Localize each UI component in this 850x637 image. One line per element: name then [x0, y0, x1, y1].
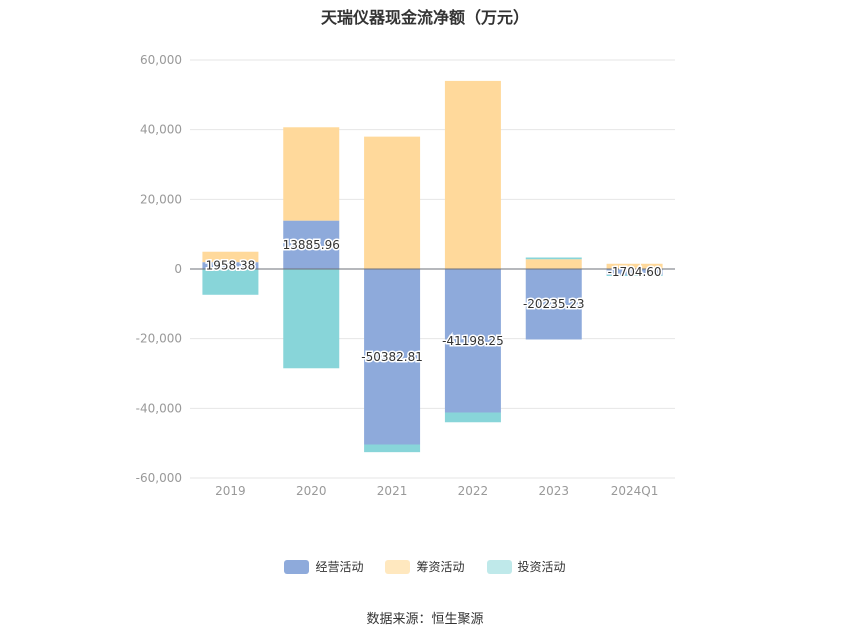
- bar-0-2019: [202, 262, 259, 269]
- bar-0-2024Q1: [606, 269, 663, 275]
- legend-label-operating: 经营活动: [315, 560, 364, 574]
- bar-1-2019: [202, 251, 259, 263]
- x-tick-label: 2024Q1: [611, 484, 659, 498]
- legend: 经营活动 筹资活动 投资活动: [0, 558, 850, 575]
- bar-1-2021: [364, 136, 421, 269]
- data-label: -1704.60: [608, 265, 662, 279]
- legend-swatch-financing: [385, 559, 411, 574]
- y-tick-label: 20,000: [140, 192, 182, 206]
- x-tick-label: 2022: [458, 484, 489, 498]
- bar-2-2024Q1: [606, 274, 663, 276]
- bar-2-2022: [444, 412, 501, 423]
- data-source: 数据来源：恒生聚源: [366, 612, 484, 627]
- x-tick-label: 2021: [377, 484, 408, 498]
- bar-series: [202, 80, 663, 453]
- bar-1-2022: [444, 80, 501, 270]
- legend-swatch-investing: [486, 559, 512, 574]
- y-axis: 60,000 40,000 20,000 0 -20,000 -40,000 -60,000: [136, 53, 182, 485]
- grid-lines: [190, 59, 675, 479]
- legend-item-investing[interactable]: 投资活动: [486, 558, 566, 575]
- bar-2-2021: [364, 444, 421, 453]
- x-tick-label: 2019: [215, 484, 246, 498]
- x-axis: 2019 2020 2021 2022 2023 2024Q1: [190, 477, 675, 498]
- legend-item-operating[interactable]: 经营活动: [284, 558, 363, 575]
- y-tick-label: 0: [174, 262, 182, 276]
- data-label: 1958.38: [206, 259, 256, 273]
- x-tick-label: 2020: [296, 484, 327, 498]
- chart-title: 天瑞仪器现金流净额（万元）: [320, 8, 529, 27]
- bar-2-2023: [525, 257, 582, 260]
- data-label: -20235.23: [523, 297, 585, 311]
- y-tick-label: 40,000: [140, 123, 182, 137]
- y-tick-label: -60,000: [136, 471, 182, 485]
- data-label: 13885.96: [283, 238, 340, 252]
- x-tick-label: 2023: [538, 484, 569, 498]
- y-tick-label: 60,000: [140, 53, 182, 67]
- bar-1-2020: [283, 127, 340, 221]
- legend-swatch-operating: [284, 559, 310, 574]
- legend-label-investing: 投资活动: [517, 560, 566, 574]
- bar-0-2021: [364, 269, 421, 445]
- bar-2-2019: [202, 269, 259, 295]
- bar-1-2024Q1: [606, 263, 663, 269]
- bar-0-2020: [283, 220, 340, 269]
- data-labels: 1958.38 13885.96 -50382.81 -41198.25 -20235.…: [204, 236, 663, 365]
- legend-label-financing: 筹资活动: [416, 560, 465, 574]
- bar-1-2023: [525, 259, 582, 269]
- legend-item-financing[interactable]: 筹资活动: [385, 558, 465, 575]
- data-label: -50382.81: [361, 350, 423, 364]
- y-tick-label: -40,000: [136, 401, 182, 415]
- bar-2-2020: [283, 269, 340, 369]
- data-label: -41198.25: [442, 334, 504, 348]
- y-tick-label: -20,000: [136, 332, 182, 346]
- bar-0-2022: [444, 269, 501, 413]
- bar-0-2023: [525, 269, 582, 340]
